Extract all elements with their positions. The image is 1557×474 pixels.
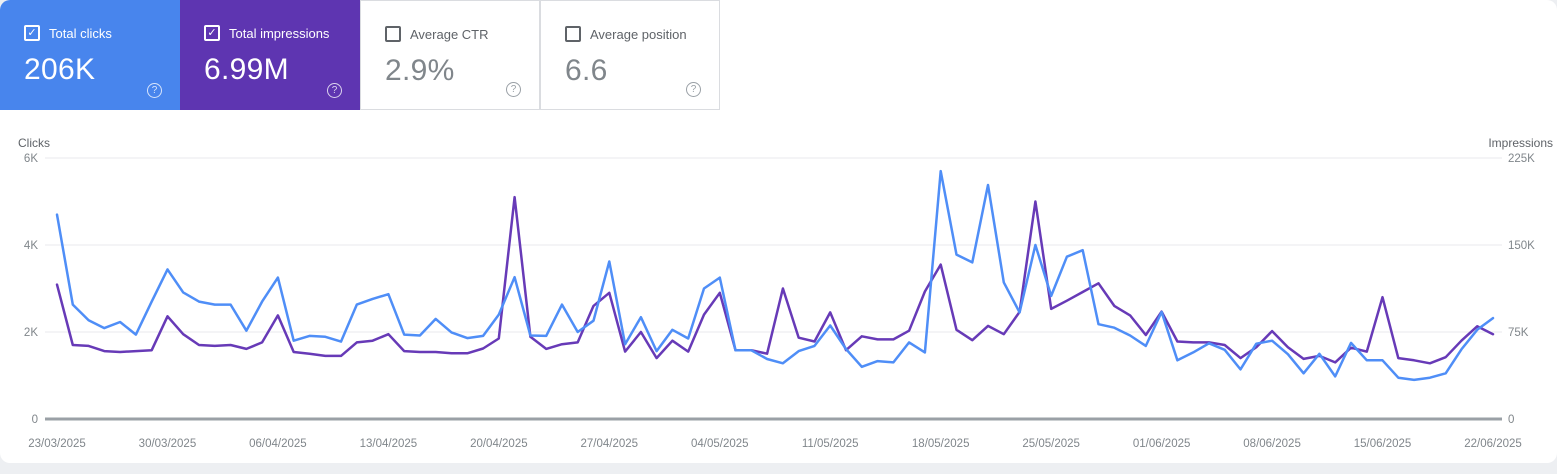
svg-text:18/05/2025: 18/05/2025 (912, 438, 970, 450)
svg-text:4K: 4K (24, 240, 38, 252)
svg-text:75K: 75K (1508, 327, 1529, 339)
performance-chart-svg: Clicks Impressions 6K 4K 2K 0 225K 150K 75K 0 23/0… (18, 136, 1553, 450)
metric-label: Total clicks (49, 25, 112, 41)
svg-text:01/06/2025: 01/06/2025 (1133, 438, 1191, 450)
help-icon[interactable]: ? (506, 82, 521, 97)
performance-chart[interactable]: Clicks Impressions 6K 4K 2K 0 225K 150K 75K 0 23/0… (0, 120, 1557, 474)
metric-label: Average CTR (410, 26, 489, 42)
metric-card-average-ctr[interactable]: Average CTR 2.9% ? (360, 0, 540, 110)
metric-card-average-position[interactable]: Average position 6.6 ? (540, 0, 720, 110)
svg-text:06/04/2025: 06/04/2025 (249, 438, 307, 450)
metric-value: 206K (24, 53, 96, 86)
help-icon[interactable]: ? (327, 83, 342, 98)
svg-text:150K: 150K (1508, 240, 1535, 252)
checkbox-unchecked-icon[interactable] (565, 26, 581, 42)
svg-text:2K: 2K (24, 327, 38, 339)
metric-value: 2.9% (385, 54, 455, 87)
svg-text:30/03/2025: 30/03/2025 (139, 438, 197, 450)
svg-text:6K: 6K (24, 153, 38, 165)
metric-cards: ✓ Total clicks 206K ? ✓ Total impression… (0, 0, 720, 110)
svg-text:11/05/2025: 11/05/2025 (802, 438, 859, 450)
svg-text:20/04/2025: 20/04/2025 (470, 438, 528, 450)
svg-text:0: 0 (32, 414, 38, 426)
checkbox-checked-icon[interactable]: ✓ (24, 25, 40, 41)
metric-card-header: Average position (565, 26, 719, 42)
svg-text:Impressions: Impressions (1488, 136, 1553, 150)
help-icon[interactable]: ? (686, 82, 701, 97)
report-panel: ✓ Total clicks 206K ? ✓ Total impression… (0, 0, 1557, 463)
metric-card-total-clicks[interactable]: ✓ Total clicks 206K ? (0, 0, 180, 110)
svg-text:13/04/2025: 13/04/2025 (360, 438, 418, 450)
svg-text:23/03/2025: 23/03/2025 (28, 438, 86, 450)
metric-value: 6.6 (565, 54, 608, 87)
svg-text:22/06/2025: 22/06/2025 (1464, 438, 1522, 450)
svg-text:15/06/2025: 15/06/2025 (1354, 438, 1412, 450)
svg-text:0: 0 (1508, 414, 1514, 426)
svg-text:25/05/2025: 25/05/2025 (1022, 438, 1080, 450)
metric-card-total-impressions[interactable]: ✓ Total impressions 6.99M ? (180, 0, 360, 110)
metric-label: Total impressions (229, 25, 330, 41)
metric-label: Average position (590, 26, 687, 42)
svg-text:08/06/2025: 08/06/2025 (1243, 438, 1301, 450)
help-icon[interactable]: ? (147, 83, 162, 98)
metric-value: 6.99M (204, 53, 289, 86)
svg-text:225K: 225K (1508, 153, 1535, 165)
svg-text:27/04/2025: 27/04/2025 (581, 438, 639, 450)
checkbox-unchecked-icon[interactable] (385, 26, 401, 42)
svg-text:Clicks: Clicks (18, 136, 50, 150)
metric-card-header: ✓ Total clicks (24, 25, 180, 41)
metric-card-header: ✓ Total impressions (204, 25, 360, 41)
metric-card-header: Average CTR (385, 26, 539, 42)
svg-text:04/05/2025: 04/05/2025 (691, 438, 749, 450)
checkbox-checked-icon[interactable]: ✓ (204, 25, 220, 41)
